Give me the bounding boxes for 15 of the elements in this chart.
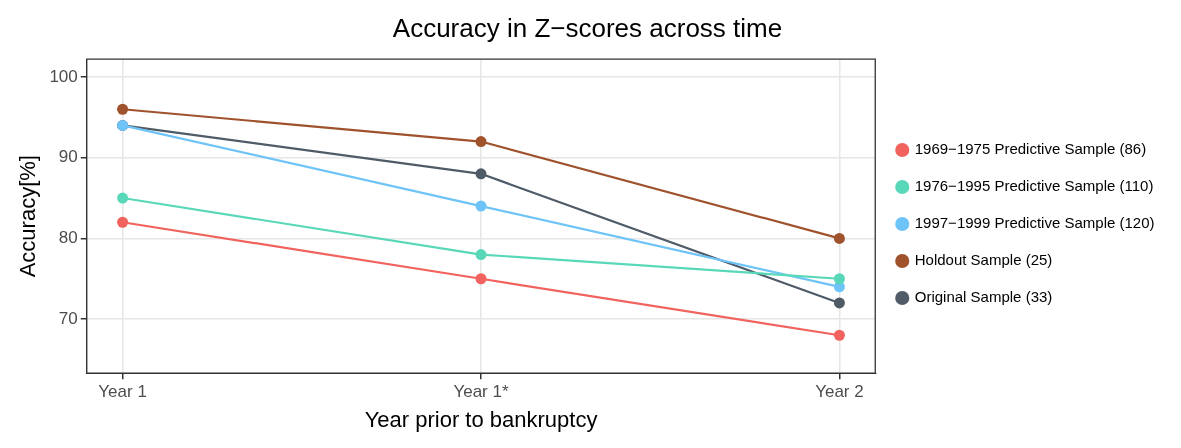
y-tick-label: 70 [58,308,78,328]
x-tick-label: Year 1 [98,382,147,402]
x-tick-label: Year 2 [815,382,864,402]
y-tick-label: 100 [49,66,78,86]
y-axis-title: Accuracy[%] [15,155,41,278]
y-tick-label: 90 [58,147,78,167]
legend-label: 1969−1975 Predictive Sample (86) [914,140,1147,158]
chart-title: Accuracy in Z−scores across time [392,12,783,43]
legend-label: Holdout Sample (25) [914,251,1053,269]
x-tick-label: Year 1* [453,382,509,402]
legend-label: Original Sample (33) [914,288,1053,306]
legend-label: 1997−1999 Predictive Sample (120) [914,214,1155,232]
x-axis-title: Year prior to bankruptcy [364,406,598,432]
y-tick-label: 80 [58,228,78,248]
legend-label: 1976−1995 Predictive Sample (110) [914,177,1154,195]
